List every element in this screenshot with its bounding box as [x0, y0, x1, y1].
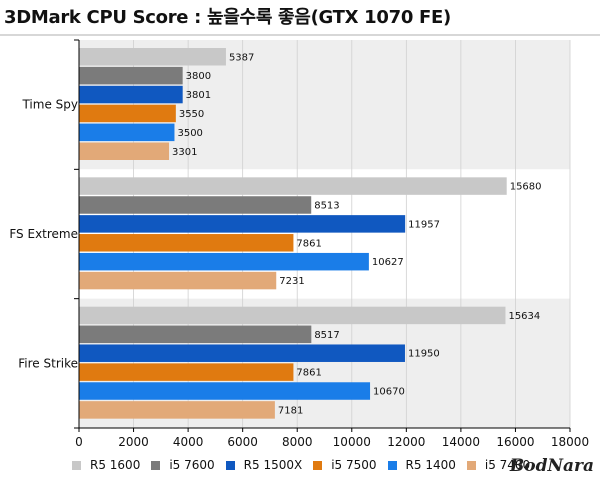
bar-value-label: 7861 — [296, 238, 321, 249]
chart-title: 3DMark CPU Score : 높을수록 좋음(GTX 1070 FE) — [4, 7, 451, 28]
x-tick-label: 0 — [75, 435, 83, 449]
bar-value-label: 3800 — [186, 71, 211, 82]
bar-r5-1500x — [79, 344, 405, 362]
bar-value-label: 3301 — [172, 147, 197, 158]
legend-label: R5 1400 — [405, 458, 456, 472]
legend-label: i5 7600 — [169, 458, 215, 472]
x-tick-label: 6000 — [227, 435, 258, 449]
legend-item: i5 7400 — [466, 458, 531, 472]
bar-value-label: 11957 — [408, 219, 440, 230]
category-label: FS Extreme — [9, 227, 78, 241]
bar-i5-7400 — [79, 401, 275, 419]
legend-swatch — [466, 460, 476, 470]
bar-r5-1600 — [79, 306, 506, 325]
bar-value-label: 8517 — [314, 330, 339, 341]
bar-value-label: 11950 — [408, 349, 440, 360]
legend-label: R5 1600 — [90, 458, 141, 472]
bar-r5-1600 — [79, 177, 507, 195]
bar-r5-1500x — [79, 85, 183, 104]
bar-i5-7500 — [79, 104, 176, 123]
bar-chart: 5387 3800 3801 3550 3500 3301 Time Spy 15680 851… — [9, 39, 589, 449]
x-tick-label: 14000 — [442, 435, 480, 449]
bar-value-label: 10627 — [372, 257, 404, 268]
legend-label: i5 7400 — [484, 458, 531, 472]
chart-legend: R5 1600 i5 7600 R5 1500X i5 7500 R5 1400 i5 7… — [72, 458, 541, 472]
title-divider — [0, 34, 600, 36]
bar-value-label: 15634 — [508, 311, 540, 322]
bar-r5-1500x — [79, 215, 406, 233]
bar-value-label: 7861 — [296, 368, 321, 379]
x-tick-label: 10000 — [333, 435, 371, 449]
bar-value-label: 3801 — [186, 90, 211, 101]
category-label: Time Spy — [21, 98, 78, 112]
legend-item: R5 1400 — [387, 458, 456, 472]
legend-label: i5 7500 — [331, 458, 377, 472]
legend-item: i5 7600 — [151, 458, 215, 472]
x-tick-label: 12000 — [387, 435, 425, 449]
legend-swatch — [313, 460, 323, 470]
bar-i5-7600 — [79, 325, 312, 344]
legend-swatch — [225, 460, 235, 470]
legend-item: i5 7500 — [313, 458, 377, 472]
legend-swatch — [387, 460, 397, 470]
bar-value-label: 3500 — [177, 128, 202, 139]
bar-i5-7400 — [79, 142, 170, 160]
x-tick-label: 4000 — [173, 435, 204, 449]
bar-i5-7500 — [79, 363, 294, 381]
bar-value-label: 7231 — [279, 276, 304, 287]
bar-value-label: 10670 — [373, 387, 405, 398]
bar-value-label: 15680 — [510, 182, 542, 193]
category-label: Fire Strike — [18, 356, 78, 370]
x-tick-label: 8000 — [282, 435, 313, 449]
bar-i5-7400 — [79, 271, 277, 290]
bar-r5-1400 — [79, 382, 371, 400]
legend-item: R5 1500X — [225, 458, 303, 472]
bar-r5-1400 — [79, 123, 175, 142]
bar-r5-1400 — [79, 252, 369, 271]
x-tick-label: 2000 — [118, 435, 149, 449]
bar-value-label: 3550 — [179, 109, 204, 120]
legend-item: R5 1600 — [72, 458, 140, 472]
bar-value-label: 7181 — [278, 405, 303, 416]
bodnara-watermark: BodNara — [509, 456, 594, 476]
legend-swatch — [72, 460, 81, 470]
legend-swatch — [151, 460, 161, 470]
x-tick-label: 16000 — [496, 435, 534, 449]
bar-value-label: 8513 — [314, 200, 339, 211]
x-tick-label: 18000 — [551, 435, 589, 449]
bar-i5-7600 — [79, 196, 312, 214]
bar-i5-7500 — [79, 234, 294, 252]
legend-label: R5 1500X — [243, 458, 303, 472]
bar-r5-1600 — [79, 48, 226, 66]
bar-i5-7600 — [79, 66, 183, 85]
bar-value-label: 5387 — [229, 52, 254, 63]
